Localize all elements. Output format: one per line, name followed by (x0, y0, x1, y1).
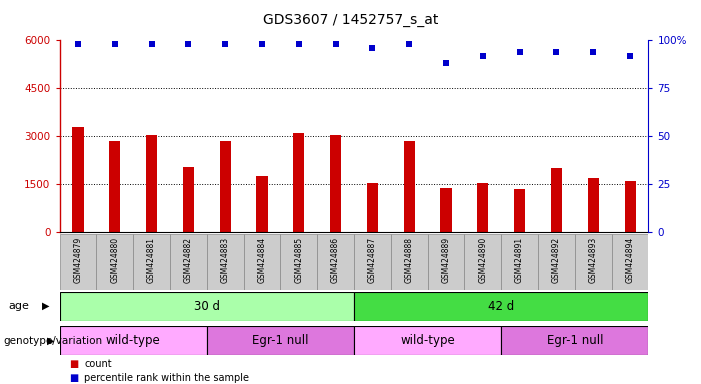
Text: GSM424884: GSM424884 (257, 237, 266, 283)
Point (219, 41, 231, 47)
Bar (501, 234, 538, 290)
Point (146, 41, 157, 47)
Text: GSM424886: GSM424886 (331, 237, 340, 283)
Bar (354, 292, 648, 321)
Bar (207, 326, 354, 355)
Bar (551, 168, 562, 232)
Point (514, 49, 525, 55)
Bar (219, 141, 231, 232)
Bar (97, 234, 133, 290)
Text: GSM424890: GSM424890 (478, 237, 487, 283)
Point (440, 60, 451, 66)
Bar (354, 326, 501, 355)
Bar (280, 234, 318, 290)
Point (587, 49, 599, 55)
Text: GSM424894: GSM424894 (625, 237, 634, 283)
Bar (465, 234, 501, 290)
Bar (612, 234, 648, 290)
Text: GSM424880: GSM424880 (110, 237, 119, 283)
Bar (257, 176, 268, 232)
Bar (133, 234, 170, 290)
Text: GSM424889: GSM424889 (442, 237, 451, 283)
Bar (440, 187, 451, 232)
Text: Egr-1 null: Egr-1 null (252, 334, 308, 347)
Text: ■: ■ (70, 373, 83, 383)
Bar (244, 234, 280, 290)
Bar (367, 183, 378, 232)
Bar (207, 234, 244, 290)
Point (293, 41, 304, 47)
Text: GSM424885: GSM424885 (294, 237, 304, 283)
Text: GSM424891: GSM424891 (515, 237, 524, 283)
Point (330, 41, 341, 47)
Text: Egr-1 null: Egr-1 null (547, 334, 603, 347)
Text: count: count (84, 359, 111, 369)
Point (367, 45, 378, 51)
Text: GSM424893: GSM424893 (589, 237, 598, 283)
Text: genotype/variation: genotype/variation (4, 336, 102, 346)
Text: GSM424882: GSM424882 (184, 237, 193, 283)
Bar (183, 167, 194, 232)
Bar (60, 292, 354, 321)
Bar (330, 135, 341, 232)
Point (477, 53, 489, 59)
Point (257, 41, 268, 47)
Bar (575, 234, 612, 290)
Text: 42 d: 42 d (488, 300, 515, 313)
Bar (354, 234, 391, 290)
Bar (404, 141, 415, 232)
Bar (625, 181, 636, 232)
Text: age: age (8, 301, 29, 311)
Text: ▶: ▶ (47, 336, 54, 346)
Text: 30 d: 30 d (193, 300, 220, 313)
Text: GSM424892: GSM424892 (552, 237, 561, 283)
Bar (60, 234, 96, 290)
Text: wild-type: wild-type (400, 334, 455, 347)
Bar (538, 234, 575, 290)
Bar (109, 141, 121, 232)
Bar (428, 234, 465, 290)
Text: GSM424881: GSM424881 (147, 237, 156, 283)
Point (183, 41, 194, 47)
Point (109, 41, 121, 47)
Bar (477, 183, 489, 232)
Bar (501, 326, 648, 355)
Bar (72, 127, 83, 232)
Point (72, 41, 83, 47)
Text: GSM424879: GSM424879 (74, 237, 83, 283)
Text: ▶: ▶ (42, 301, 49, 311)
Text: GSM424887: GSM424887 (368, 237, 377, 283)
Bar (170, 234, 207, 290)
Text: GDS3607 / 1452757_s_at: GDS3607 / 1452757_s_at (263, 13, 438, 27)
Text: ■: ■ (70, 359, 83, 369)
Text: wild-type: wild-type (106, 334, 161, 347)
Bar (317, 234, 354, 290)
Text: GSM424883: GSM424883 (221, 237, 230, 283)
Point (625, 53, 636, 59)
Point (404, 41, 415, 47)
Text: percentile rank within the sample: percentile rank within the sample (84, 373, 249, 383)
Text: GSM424888: GSM424888 (404, 237, 414, 283)
Bar (587, 178, 599, 232)
Bar (146, 135, 157, 232)
Bar (391, 234, 428, 290)
Bar (293, 133, 304, 232)
Point (551, 49, 562, 55)
Bar (514, 189, 525, 232)
Bar (60, 326, 207, 355)
